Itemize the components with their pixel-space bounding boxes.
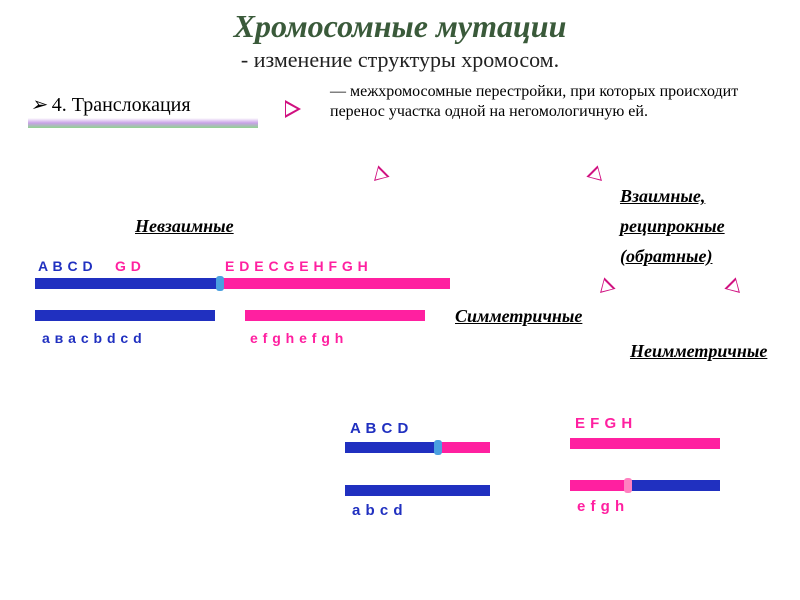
nr-upper-blue-bar bbox=[35, 278, 220, 289]
bullet-text: 4. Транслокация bbox=[52, 94, 191, 116]
branch-right-line2: реципрокные bbox=[620, 215, 725, 238]
asym-bot-cent bbox=[624, 478, 632, 493]
nr-lower-blue-bar bbox=[35, 310, 215, 321]
asym-top-pink bbox=[570, 438, 720, 449]
branch-left-label: Невзаимные bbox=[135, 215, 234, 238]
page-title: Хромосомные мутации bbox=[0, 0, 800, 45]
branch-right-line3: (обратные) bbox=[620, 245, 712, 268]
asym-label: Неимметричные bbox=[630, 340, 767, 363]
branch-right-line1: Взаимные, bbox=[620, 185, 705, 208]
nr-upper-blue-lbl: A B C D bbox=[38, 258, 93, 274]
asym-top-lbl: E F G H bbox=[575, 415, 633, 432]
sym-label: Симметричные bbox=[455, 305, 582, 328]
nr-lower-blue-lbl: a в a с b d c d bbox=[42, 330, 142, 346]
asym-bot-pink bbox=[570, 480, 625, 491]
definition-text: — межхромосомные перестройки, при которы… bbox=[330, 82, 770, 122]
bullet-underline bbox=[28, 118, 258, 128]
asym-bot-lbl: e f g h bbox=[577, 498, 625, 515]
nr-upper-pink-lbl: E D E C G E H F G H bbox=[225, 258, 368, 274]
sym-top-lbl: A B C D bbox=[350, 420, 409, 437]
nr-upper-pink-bar bbox=[220, 278, 450, 289]
arrow-to-definition-fill bbox=[286, 103, 297, 115]
nr-lower-pink-bar bbox=[245, 310, 425, 321]
sym-bot-blue bbox=[345, 485, 490, 496]
asym-bot-blue bbox=[630, 480, 720, 491]
sym-top-blue bbox=[345, 442, 435, 453]
bullet-row: ➢ 4. Транслокация bbox=[30, 92, 191, 117]
sym-bot-lbl: a b c d bbox=[352, 502, 403, 519]
bullet-glyph: ➢ bbox=[30, 94, 47, 116]
sym-top-cent bbox=[434, 440, 442, 455]
sym-top-pink bbox=[440, 442, 490, 453]
nr-lower-pink-lbl: e f g h e f g h bbox=[250, 330, 344, 346]
nr-upper-cent bbox=[216, 276, 224, 291]
subtitle: - изменение структуры хромосом. bbox=[0, 47, 800, 73]
nr-upper-mid-lbl: G D bbox=[115, 258, 141, 274]
